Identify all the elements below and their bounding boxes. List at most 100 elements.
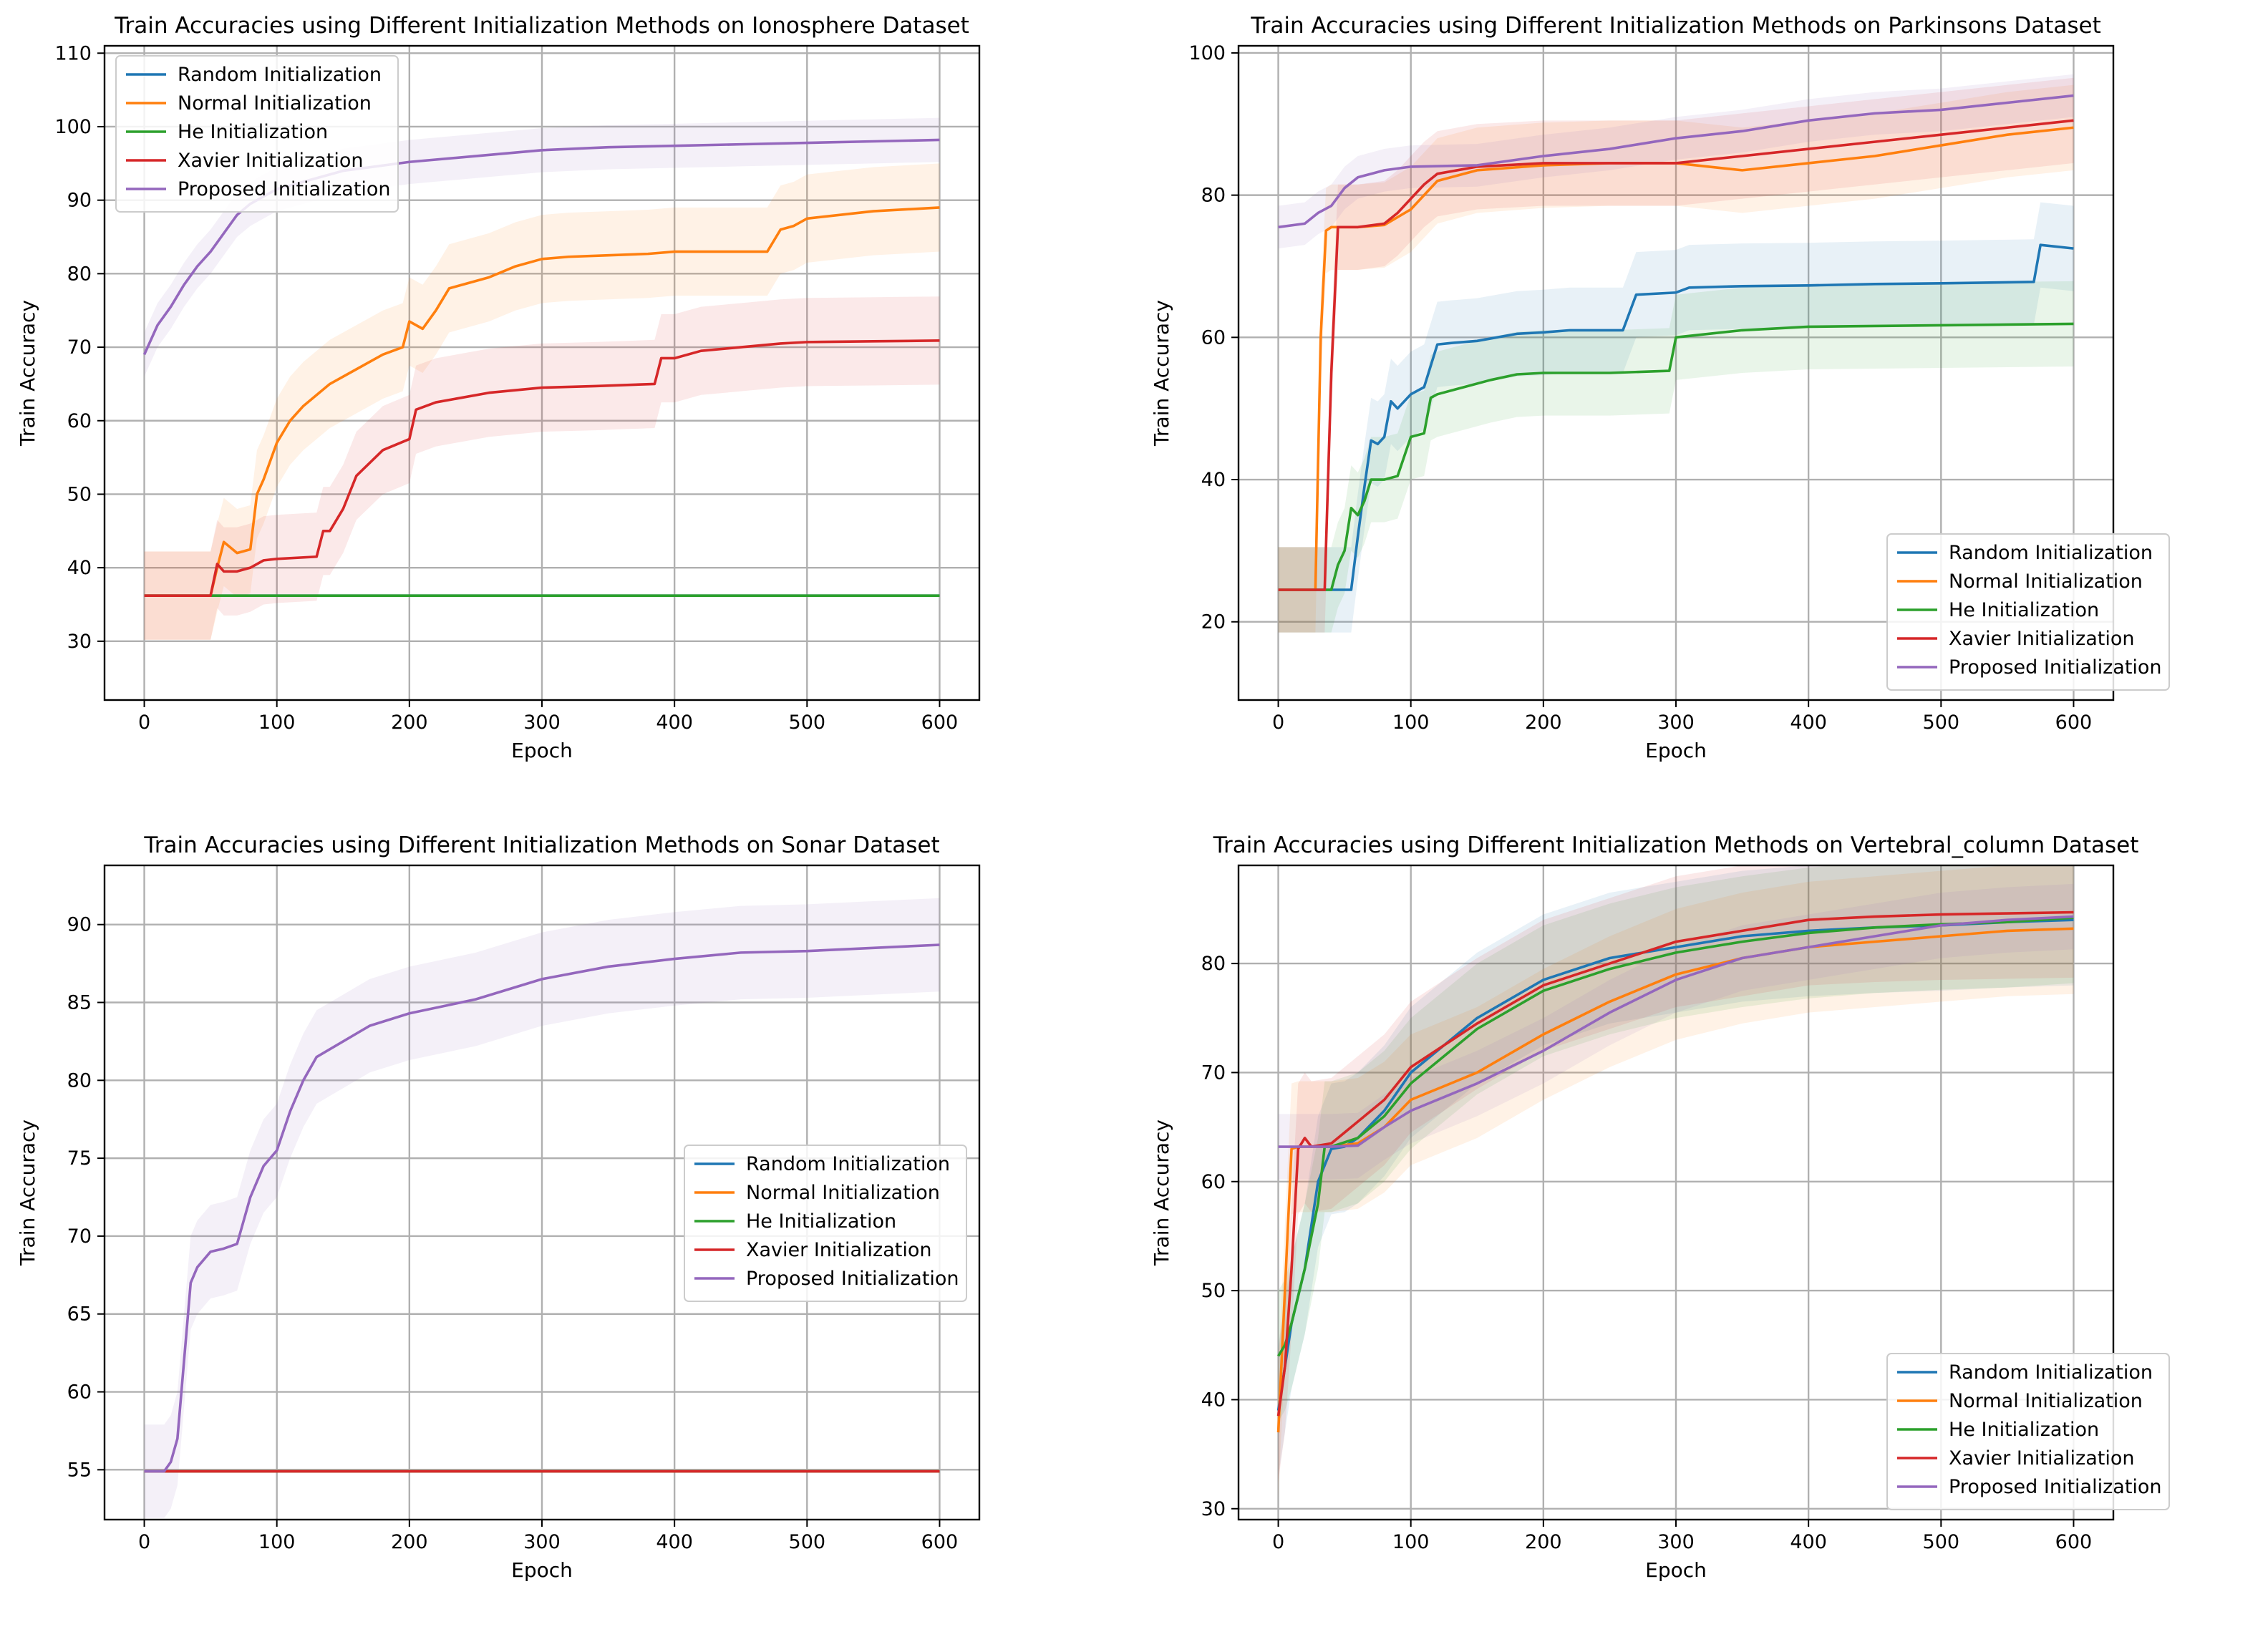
y-tick-label: 75 — [67, 1147, 92, 1170]
x-tick-label: 300 — [1657, 711, 1695, 734]
legend-label-xavier: Xavier Initialization — [1949, 1447, 2134, 1469]
series-lines — [1278, 94, 2074, 591]
legend-label-random: Random Initialization — [746, 1153, 950, 1175]
y-tick-label: 85 — [67, 992, 92, 1014]
y-tick-label: 100 — [1188, 42, 1226, 64]
y-tick-label: 50 — [67, 483, 92, 505]
y-tick-label: 30 — [67, 631, 92, 653]
series-line-xavier — [144, 339, 940, 597]
x-tick-label: 200 — [1525, 711, 1562, 734]
band-normal — [1278, 84, 2074, 633]
y-tick-label: 90 — [67, 914, 92, 936]
y-tick-label: 80 — [67, 1069, 92, 1092]
series-line-proposed — [144, 943, 940, 1473]
band-normal — [144, 163, 940, 640]
band-he — [1278, 281, 2074, 633]
chart-sonar: Train Accuracies using Different Initial… — [0, 820, 1134, 1639]
legend-label-xavier: Xavier Initialization — [178, 150, 363, 172]
legend-label-random: Random Initialization — [1949, 1361, 2153, 1384]
x-tick-label: 500 — [1923, 1531, 1960, 1553]
x-tick-label: 100 — [258, 1531, 296, 1553]
legend-label-proposed: Proposed Initialization — [746, 1268, 959, 1290]
legend-label-xavier: Xavier Initialization — [1949, 628, 2134, 650]
y-tick-label: 70 — [1201, 1062, 1226, 1084]
series-line-he — [1277, 916, 2074, 1357]
legend: Random Initialization Normal Initializati… — [1886, 1353, 2170, 1510]
y-tick-label: 30 — [1201, 1498, 1226, 1520]
legend-label-proposed: Proposed Initialization — [1949, 1476, 2162, 1498]
x-axis-label: Epoch — [1645, 1558, 1707, 1582]
x-tick-label: 300 — [523, 1531, 561, 1553]
y-axis-label: Train Accuracy — [1150, 1119, 1173, 1266]
band-proposed — [144, 898, 940, 1518]
legend-label-proposed: Proposed Initialization — [178, 178, 391, 200]
series-line-normal — [144, 206, 940, 597]
x-tick-label: 500 — [789, 1531, 826, 1553]
legend: Random Initialization Normal Initializati… — [1886, 533, 2170, 691]
chart-title: Train Accuracies using Different Initial… — [1250, 13, 2100, 39]
legend-label-xavier: Xavier Initialization — [746, 1239, 931, 1261]
series-line-proposed — [1278, 915, 2074, 1148]
chart-title: Train Accuracies using Different Initial… — [1213, 832, 2139, 858]
y-tick-label: 90 — [67, 190, 92, 212]
legend-label-random: Random Initialization — [1949, 542, 2153, 564]
chart-parkinsons-svg: Train Accuracies using Different Initial… — [1150, 13, 2170, 762]
y-tick-label: 40 — [67, 557, 92, 579]
y-tick-label: 40 — [1201, 469, 1226, 491]
chart-sonar-svg: Train Accuracies using Different Initial… — [16, 832, 981, 1582]
y-tick-label: 80 — [1201, 185, 1226, 207]
x-tick-label: 500 — [1923, 711, 1960, 734]
x-tick-label: 400 — [656, 711, 693, 734]
chart-ionosphere-svg: Train Accuracies using Different Initial… — [16, 13, 981, 762]
x-tick-label: 300 — [523, 711, 561, 734]
chart-vertebral-column-svg: Train Accuracies using Different Initial… — [1150, 832, 2170, 1582]
y-tick-label: 60 — [67, 410, 92, 432]
legend-label-proposed: Proposed Initialization — [1949, 656, 2162, 679]
legend-label-random: Random Initialization — [178, 64, 382, 86]
legend: Random Initialization Normal Initializati… — [115, 55, 399, 213]
y-axis-label: Train Accuracy — [16, 1119, 39, 1266]
x-tick-label: 0 — [138, 1531, 150, 1553]
legend: Random Initialization Normal Initializati… — [684, 1145, 967, 1302]
band-proposed — [1278, 883, 2074, 1180]
grid — [105, 46, 979, 700]
legend-label-he: He Initialization — [746, 1210, 896, 1233]
y-tick-label: 60 — [1201, 1171, 1226, 1193]
series-lines — [144, 943, 940, 1473]
y-tick-label: 110 — [54, 42, 92, 64]
series-line-he — [1278, 322, 2074, 591]
band-xavier — [144, 296, 940, 640]
legend-label-he: He Initialization — [1949, 599, 2099, 621]
legend-box — [684, 1145, 967, 1302]
legend-box — [1886, 533, 2170, 691]
x-tick-label: 200 — [1525, 1531, 1562, 1553]
legend-label-normal: Normal Initialization — [1949, 1390, 2143, 1412]
x-tick-label: 0 — [1272, 1531, 1284, 1553]
band-proposed — [1278, 74, 2074, 249]
x-tick-label: 500 — [789, 711, 826, 734]
y-axis-label: Train Accuracy — [16, 300, 39, 447]
x-tick-label: 600 — [921, 1531, 959, 1553]
y-tick-label: 70 — [67, 336, 92, 359]
series-line-xavier — [1278, 119, 2074, 591]
x-tick-label: 400 — [1790, 711, 1827, 734]
x-tick-label: 200 — [391, 1531, 428, 1553]
x-tick-label: 400 — [1790, 1531, 1827, 1553]
y-tick-label: 50 — [1201, 1280, 1226, 1302]
x-tick-label: 600 — [921, 711, 959, 734]
confidence-bands — [144, 898, 940, 1518]
x-tick-label: 0 — [138, 711, 150, 734]
confidence-bands — [1278, 74, 2074, 633]
y-tick-label: 80 — [67, 263, 92, 285]
y-tick-label: 60 — [67, 1381, 92, 1404]
x-tick-label: 0 — [1272, 711, 1284, 734]
x-tick-label: 400 — [656, 1531, 693, 1553]
legend-label-normal: Normal Initialization — [178, 92, 372, 115]
x-tick-label: 100 — [258, 711, 296, 734]
band-he — [1278, 865, 2074, 1422]
x-axis-label: Epoch — [511, 1558, 573, 1582]
x-tick-label: 600 — [2055, 1531, 2093, 1553]
chart-parkinsons: Train Accuracies using Different Initial… — [1134, 0, 2268, 820]
legend-box — [1886, 1353, 2170, 1510]
